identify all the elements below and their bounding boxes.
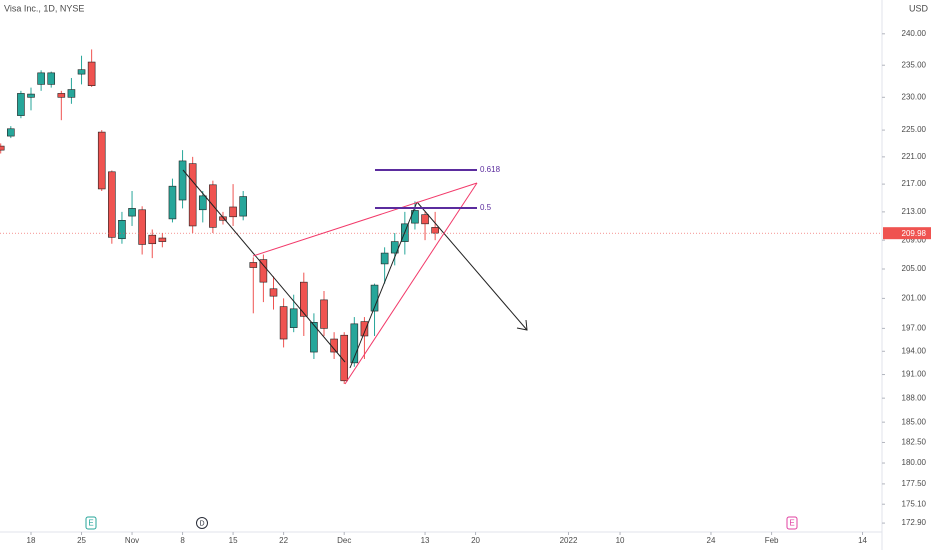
y-tick-label: 230.00 — [902, 92, 927, 101]
x-tick-label: 2022 — [560, 536, 578, 545]
y-tick-label: 221.00 — [902, 152, 927, 161]
candle-body — [239, 196, 247, 217]
trend-line — [182, 169, 346, 363]
candle-body — [178, 160, 187, 201]
y-tick-label: 205.00 — [902, 264, 927, 273]
candle-body — [289, 308, 298, 328]
event-marker[interactable] — [786, 516, 798, 530]
y-tick-label: 217.00 — [902, 179, 927, 188]
y-tick-label: 172.90 — [902, 518, 927, 527]
candle-body — [108, 171, 116, 238]
y-tick-label: 188.00 — [902, 393, 927, 402]
candle-body — [37, 72, 45, 85]
wedge-line — [344, 182, 478, 385]
event-label: E — [88, 519, 93, 528]
event-marker[interactable] — [85, 516, 97, 530]
candle-body — [158, 237, 167, 242]
event-marker[interactable] — [196, 517, 208, 529]
x-tick-label: 25 — [77, 536, 86, 545]
drawings — [182, 169, 528, 385]
candle-body — [168, 185, 177, 220]
candle-body — [350, 323, 359, 364]
y-tick-label: 180.00 — [902, 458, 927, 467]
x-tick-label: 24 — [707, 536, 716, 545]
candle-body — [148, 234, 157, 245]
candle-body — [47, 72, 56, 85]
candle-body — [380, 252, 389, 265]
y-tick-label: 182.50 — [902, 438, 927, 447]
candle-body — [87, 61, 96, 86]
y-tick-label: 177.50 — [902, 479, 927, 488]
y-tick-label: 225.00 — [902, 125, 927, 134]
candle-body — [77, 69, 86, 75]
candle-body — [300, 281, 308, 317]
candle-body — [97, 131, 106, 190]
x-tick-label: 15 — [229, 536, 238, 545]
arrow-line — [416, 201, 528, 331]
candle-body — [128, 208, 136, 217]
candle-body — [7, 128, 15, 137]
candle-body — [320, 299, 328, 329]
candle-body — [0, 145, 5, 151]
x-tick-label: 13 — [421, 536, 430, 545]
fib-label: 0.618 — [480, 165, 501, 174]
candle-body — [249, 262, 258, 268]
candle-body — [138, 209, 146, 245]
candle-body — [198, 195, 207, 211]
y-tick-label: 213.00 — [902, 207, 927, 216]
candle-body — [421, 214, 429, 225]
candle-body — [188, 163, 197, 227]
y-tick-label: 191.00 — [902, 370, 927, 379]
candle-body — [229, 206, 237, 218]
event-label: E — [789, 519, 794, 528]
candle-body — [279, 306, 288, 340]
candle-body — [67, 89, 76, 98]
candle-body — [360, 321, 369, 337]
candle-body — [269, 288, 278, 297]
y-tick-label: 235.00 — [902, 60, 927, 69]
y-tick-label: 201.00 — [902, 294, 927, 303]
y-tick-label: 197.00 — [902, 323, 927, 332]
arrow-head — [516, 319, 528, 331]
candle-body — [118, 220, 126, 240]
x-tick-label: 18 — [27, 536, 36, 545]
wedge-line — [252, 182, 478, 257]
x-tick-label: 22 — [279, 536, 288, 545]
candle-body — [57, 93, 66, 98]
fib-label: 0.5 — [480, 203, 492, 212]
y-tick-label: 175.10 — [902, 499, 927, 508]
candle-body — [259, 259, 268, 283]
x-tick-label: Dec — [337, 536, 351, 545]
candle-body — [27, 93, 35, 98]
candle-body — [310, 322, 318, 353]
last-price-label: 209.98 — [902, 229, 927, 238]
currency: USD — [909, 3, 929, 13]
y-tick-label: 194.00 — [902, 346, 927, 355]
x-tick-label: 20 — [471, 536, 480, 545]
x-tick-label: 10 — [616, 536, 625, 545]
chart-title: Visa Inc., 1D, NYSE — [4, 3, 84, 13]
x-tick-label: 14 — [858, 536, 867, 545]
event-label: D — [199, 520, 204, 527]
candle-body — [431, 227, 439, 234]
y-tick-label: 240.00 — [902, 29, 927, 38]
last-price-box — [883, 227, 931, 240]
y-tick-label: 209.00 — [902, 235, 927, 244]
candle-body — [17, 93, 25, 116]
y-tick-label: 185.00 — [902, 417, 927, 426]
candle-body — [340, 334, 349, 382]
x-tick-label: Nov — [125, 536, 139, 545]
x-tick-label: 8 — [180, 536, 185, 545]
x-tick-label: Feb — [765, 536, 779, 545]
trend-line — [349, 201, 418, 369]
